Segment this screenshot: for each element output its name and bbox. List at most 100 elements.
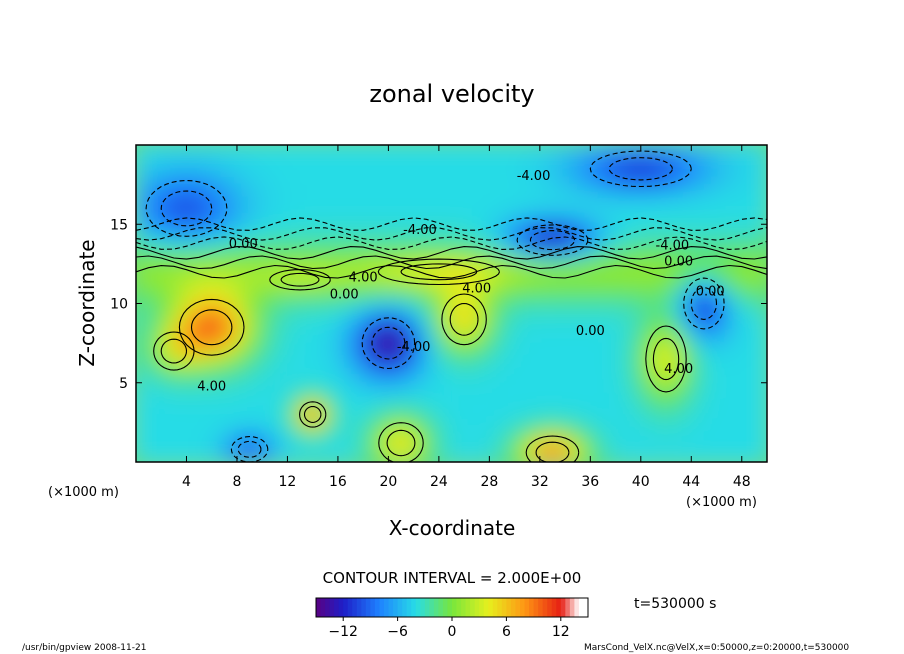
colorbar-segment — [442, 598, 449, 617]
colorbar-segment — [415, 598, 421, 617]
x-unit-right: (×1000 m) — [686, 495, 757, 510]
colorbar-segment — [501, 598, 507, 617]
colorbar-segment — [447, 598, 453, 617]
contour-interval-label: CONTOUR INTERVAL = 2.000E+00 — [323, 569, 582, 587]
colorbar-segment — [374, 598, 381, 617]
x-tick-label: 8 — [232, 474, 241, 490]
footer-left: /usr/bin/gpview 2008-11-21 — [22, 643, 146, 653]
contour-label: 4.00 — [462, 281, 491, 296]
colorbar-segment — [538, 598, 544, 617]
colorbar-segment — [365, 598, 371, 617]
chart-title: zonal velocity — [369, 80, 534, 108]
colorbar-segment — [497, 598, 503, 617]
colorbar-segment — [406, 598, 412, 617]
x-axis-ticks: 4 8 12 16 20 24 28 32 36 40 44 48 — [182, 145, 751, 490]
y-tick-label: 5 — [119, 376, 128, 392]
heatmap-field — [136, 145, 767, 462]
colorbar-segment — [547, 598, 553, 617]
colorbar-segment — [402, 598, 408, 617]
contour-label: -4.00 — [517, 169, 551, 184]
colorbar-segment — [569, 598, 575, 617]
colorbar-segment — [565, 598, 571, 617]
colorbar-segment — [488, 598, 494, 617]
colorbar-segment — [542, 598, 548, 617]
y-tick-label: 10 — [110, 297, 128, 313]
colorbar-ticks: −12 −6 0 6 12 — [328, 617, 570, 640]
colorbar-segment — [420, 598, 426, 617]
colorbar-segment — [470, 598, 476, 617]
contour-label: 0.00 — [576, 324, 605, 339]
colorbar-segment — [456, 598, 462, 617]
y-axis-ticks: 5 10 15 — [110, 217, 767, 392]
colorbar-segment — [338, 598, 344, 617]
colorbar-segment — [483, 598, 489, 617]
x-tick-label: 28 — [480, 474, 498, 490]
colorbar-tick-label: 6 — [502, 624, 511, 640]
x-axis-title: X-coordinate — [389, 516, 516, 540]
x-tick-label: 36 — [581, 474, 599, 490]
x-tick-label: 4 — [182, 474, 191, 490]
contour-label: 0.00 — [664, 254, 693, 269]
colorbar-segment — [578, 598, 585, 617]
colorbar-segment — [320, 598, 326, 617]
colorbar-segment — [533, 598, 539, 617]
contour-label: 0.00 — [330, 288, 359, 303]
colorbar-segment — [334, 598, 340, 617]
colorbar-segment — [433, 598, 439, 617]
contour-label: -4.00 — [397, 340, 431, 355]
footer-right: MarsCond_VelX.nc@VelX,x=0:50000,z=0:2000… — [584, 643, 849, 653]
colorbar-segment — [356, 598, 362, 617]
colorbar-segment — [506, 598, 512, 617]
time-label: t=530000 s — [634, 596, 716, 612]
contour-label: 4.00 — [197, 380, 226, 395]
x-tick-label: 12 — [279, 474, 297, 490]
colorbar-segment — [465, 598, 471, 617]
colorbar-segment — [329, 598, 335, 617]
y-tick-label: 15 — [110, 217, 128, 233]
y-axis-title: Z-coordinate — [75, 239, 99, 366]
colorbar — [315, 597, 589, 618]
colorbar-segment — [515, 598, 521, 617]
x-tick-label: 48 — [733, 474, 751, 490]
colorbar-segment — [393, 598, 399, 617]
colorbar-segment — [551, 598, 557, 617]
colorbar-segment — [352, 598, 358, 617]
colorbar-segment — [583, 598, 589, 617]
colorbar-segment — [411, 598, 417, 617]
colorbar-segment — [424, 598, 430, 617]
colorbar-segment — [379, 598, 385, 617]
contour-labels: -4.00-4.00-4.000.000.004.000.00 4.00 0.00-… — [197, 169, 724, 395]
colorbar-tick-label: −12 — [328, 624, 358, 640]
colorbar-segment — [429, 598, 435, 617]
colorbar-segment — [556, 598, 562, 617]
colorbar-segment — [510, 598, 517, 617]
colorbar-segment — [452, 598, 458, 617]
contour-label: 0.00 — [696, 285, 725, 300]
colorbar-tick-label: 0 — [448, 624, 457, 640]
colorbar-segment — [384, 598, 390, 617]
x-unit-left: (×1000 m) — [48, 485, 119, 500]
colorbar-segment — [438, 598, 444, 617]
colorbar-segment — [520, 598, 526, 617]
colorbar-segment — [479, 598, 485, 617]
colorbar-segment — [343, 598, 349, 617]
colorbar-segment — [325, 598, 331, 617]
x-tick-label: 16 — [329, 474, 347, 490]
x-tick-label: 40 — [632, 474, 650, 490]
x-tick-label: 24 — [430, 474, 448, 490]
colorbar-segment — [524, 598, 530, 617]
colorbar-segment — [474, 598, 480, 617]
colorbar-segment — [388, 598, 394, 617]
colorbar-segment — [560, 598, 566, 617]
contour-label: 4.00 — [349, 270, 378, 285]
colorbar-segment — [529, 598, 535, 617]
contour-label: -4.00 — [403, 223, 437, 238]
contour-label: 4.00 — [664, 362, 693, 377]
colorbar-segment — [492, 598, 498, 617]
colorbar-segment — [370, 598, 376, 617]
colorbar-segment — [361, 598, 367, 617]
colorbar-segment — [316, 598, 322, 617]
contour-label: 0.00 — [229, 237, 258, 252]
colorbar-segment — [461, 598, 467, 617]
